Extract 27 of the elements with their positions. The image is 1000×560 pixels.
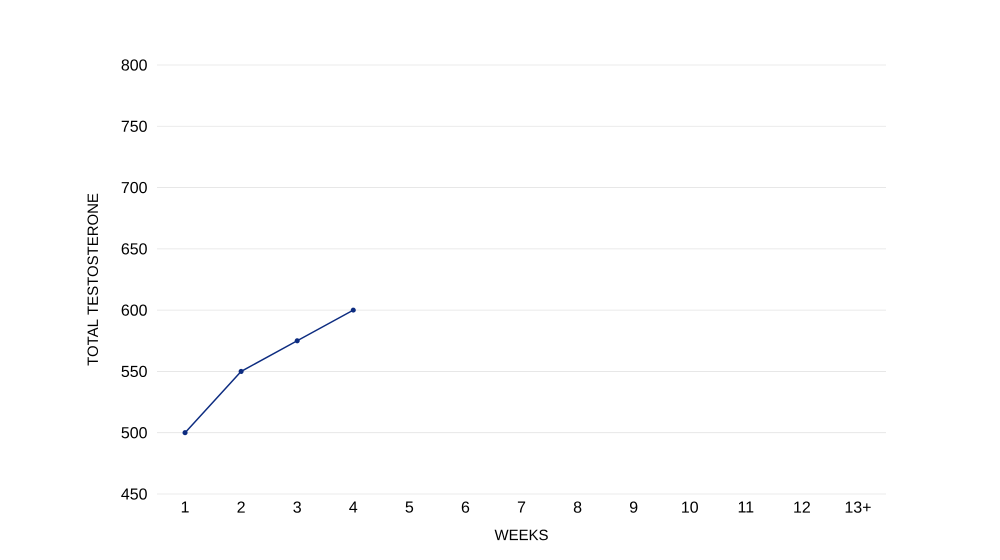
y-tick-label: 600	[122, 304, 147, 316]
y-tick-label: 500	[122, 427, 147, 438]
y-axis-title: TOTAL TESTOSTERONE	[87, 194, 98, 366]
x-tick-label: 11	[738, 502, 754, 512]
y-tick-label: 650	[122, 243, 147, 254]
x-tick-label: 12	[794, 502, 810, 513]
point	[350, 308, 356, 313]
x-tick-label: 3	[293, 502, 301, 513]
y-tick-label: 700	[122, 182, 147, 194]
x-tick-label: 10	[682, 502, 698, 513]
x-tick-label: 8	[574, 502, 582, 513]
point	[238, 368, 244, 374]
x-axis-title: WEEKS	[494, 530, 548, 540]
y-tick-label: 450	[121, 488, 147, 500]
y-tick-label: 750	[122, 120, 147, 132]
x-tick-label: 2	[237, 502, 245, 513]
y-tick-label: 800	[122, 59, 147, 71]
y-tick-label: 550	[122, 366, 147, 378]
x-tick-label: 4	[349, 502, 358, 512]
point	[182, 430, 188, 436]
x-tick-label: 5	[406, 502, 414, 513]
x-tick-label: 13+	[846, 502, 871, 513]
x-tick-label: 7	[518, 502, 526, 512]
point	[294, 338, 300, 344]
x-tick-label: 9	[630, 502, 638, 513]
x-tick-label: 6	[462, 502, 470, 513]
x-tick-label: 1	[182, 502, 189, 512]
